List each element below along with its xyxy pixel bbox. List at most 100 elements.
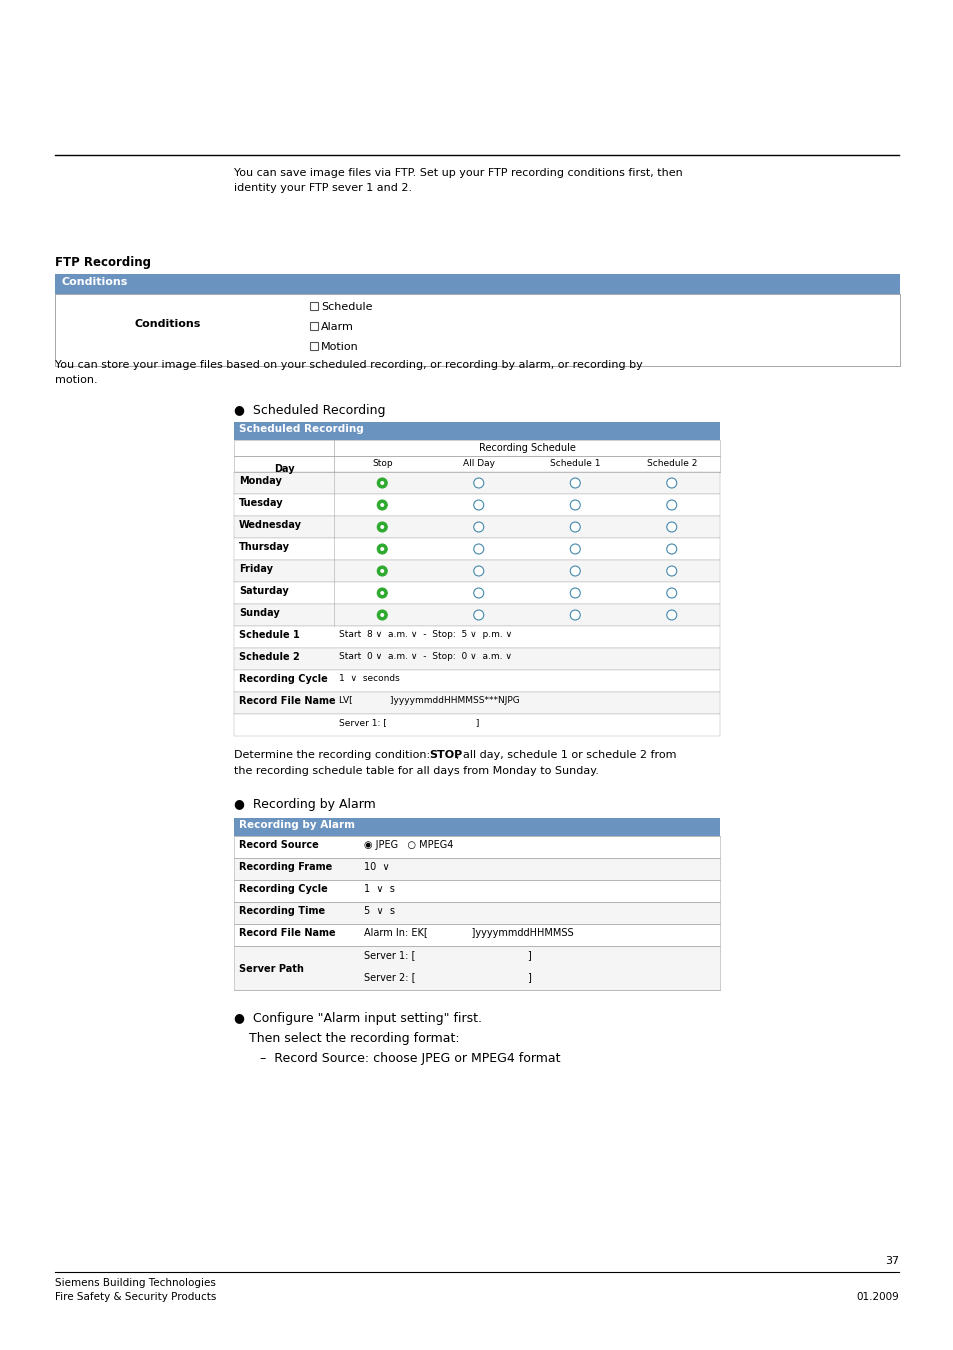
Text: Schedule 1: Schedule 1 (239, 630, 299, 640)
Text: ●  Recording by Alarm: ● Recording by Alarm (233, 798, 375, 811)
Circle shape (376, 544, 387, 554)
Text: ●  Scheduled Recording: ● Scheduled Recording (233, 404, 385, 417)
Text: 10  ∨: 10 ∨ (364, 863, 389, 872)
Text: 01.2009: 01.2009 (856, 1292, 898, 1301)
Text: , all day, schedule 1 or schedule 2 from: , all day, schedule 1 or schedule 2 from (456, 751, 676, 760)
Circle shape (570, 589, 579, 598)
Circle shape (380, 525, 384, 529)
Circle shape (570, 522, 579, 532)
Text: Schedule 2: Schedule 2 (646, 459, 697, 468)
Text: Determine the recording condition:: Determine the recording condition: (233, 751, 434, 760)
Text: Tuesday: Tuesday (239, 498, 283, 508)
Text: the recording schedule table for all days from Monday to Sunday.: the recording schedule table for all day… (233, 765, 598, 776)
Bar (233, 423, 720, 440)
Text: Recording Cycle: Recording Cycle (239, 674, 328, 684)
Bar (233, 902, 720, 923)
Circle shape (380, 613, 384, 617)
Text: Scheduled Recording: Scheduled Recording (239, 424, 363, 433)
Circle shape (474, 478, 483, 487)
Text: Monday: Monday (239, 477, 281, 486)
Bar (233, 880, 720, 902)
Circle shape (376, 610, 387, 620)
Bar (233, 923, 720, 946)
Text: Stop: Stop (372, 459, 392, 468)
Text: 1  ∨  seconds: 1 ∨ seconds (338, 674, 399, 683)
Text: Conditions: Conditions (135, 319, 201, 329)
Bar (233, 603, 720, 626)
Text: Motion: Motion (320, 342, 358, 352)
Bar (233, 440, 720, 456)
Circle shape (666, 478, 676, 487)
Circle shape (474, 500, 483, 510)
Text: Alarm: Alarm (320, 323, 354, 332)
Circle shape (376, 478, 387, 487)
Text: Siemens Building Technologies: Siemens Building Technologies (55, 1278, 215, 1288)
Bar (233, 456, 720, 472)
Bar (233, 648, 720, 670)
Text: Thursday: Thursday (239, 541, 290, 552)
Bar (233, 494, 720, 516)
Circle shape (380, 591, 384, 595)
Circle shape (474, 566, 483, 576)
Bar (310, 302, 317, 311)
Circle shape (376, 500, 387, 510)
Text: Recording by Alarm: Recording by Alarm (239, 819, 355, 830)
Text: Schedule 2: Schedule 2 (239, 652, 299, 662)
Text: Schedule 1: Schedule 1 (550, 459, 599, 468)
Text: Recording Frame: Recording Frame (239, 863, 332, 872)
Bar (233, 836, 720, 859)
Circle shape (666, 589, 676, 598)
Text: Record File Name: Record File Name (239, 927, 335, 938)
Text: Alarm In: EK[              ]yyyymmddHHMMSS: Alarm In: EK[ ]yyyymmddHHMMSS (364, 927, 573, 938)
Bar (233, 582, 720, 603)
Bar (233, 818, 720, 836)
Text: Friday: Friday (239, 564, 273, 574)
Bar (55, 294, 899, 366)
Text: ●  Configure "Alarm input setting" first.: ● Configure "Alarm input setting" first. (233, 1012, 481, 1025)
Text: Schedule: Schedule (320, 302, 372, 312)
Text: Fire Safety & Security Products: Fire Safety & Security Products (55, 1292, 216, 1301)
Text: Recording Schedule: Recording Schedule (478, 443, 575, 454)
Text: Start  8 ∨  a.m. ∨  -  Stop:  5 ∨  p.m. ∨: Start 8 ∨ a.m. ∨ - Stop: 5 ∨ p.m. ∨ (338, 630, 512, 639)
Text: Server 1: [                               ]: Server 1: [ ] (338, 718, 478, 728)
Bar (233, 472, 720, 494)
Text: Record Source: Record Source (239, 840, 318, 850)
Text: LV[             ]yyyymmddHHMMSS***NJPG: LV[ ]yyyymmddHHMMSS***NJPG (338, 697, 519, 705)
Text: Recording Time: Recording Time (239, 906, 325, 917)
Text: All Day: All Day (462, 459, 495, 468)
Bar (55, 274, 899, 294)
Text: 37: 37 (884, 1256, 898, 1266)
Circle shape (570, 610, 579, 620)
Circle shape (570, 544, 579, 554)
Text: Conditions: Conditions (62, 277, 129, 288)
Circle shape (380, 547, 384, 551)
Text: motion.: motion. (55, 375, 97, 385)
Circle shape (474, 522, 483, 532)
Circle shape (666, 500, 676, 510)
Text: Saturday: Saturday (239, 586, 289, 595)
Bar (310, 342, 317, 350)
Text: Day: Day (274, 464, 294, 474)
Bar (233, 670, 720, 693)
Text: Start  0 ∨  a.m. ∨  -  Stop:  0 ∨  a.m. ∨: Start 0 ∨ a.m. ∨ - Stop: 0 ∨ a.m. ∨ (338, 652, 512, 662)
Circle shape (474, 610, 483, 620)
Circle shape (570, 478, 579, 487)
Text: 5  ∨  s: 5 ∨ s (364, 906, 395, 917)
Text: You can save image files via FTP. Set up your FTP recording conditions first, th: You can save image files via FTP. Set up… (233, 167, 682, 178)
Text: You can store your image files based on your scheduled recording, or recording b: You can store your image files based on … (55, 360, 642, 370)
Text: ◉ JPEG   ○ MPEG4: ◉ JPEG ○ MPEG4 (364, 840, 453, 850)
Text: 1  ∨  s: 1 ∨ s (364, 884, 395, 894)
Circle shape (380, 568, 384, 572)
Text: identity your FTP sever 1 and 2.: identity your FTP sever 1 and 2. (233, 184, 412, 193)
Circle shape (380, 504, 384, 508)
Text: Wednesday: Wednesday (239, 520, 302, 531)
Circle shape (380, 481, 384, 485)
Bar (233, 859, 720, 880)
Circle shape (570, 500, 579, 510)
Bar (233, 714, 720, 736)
Text: Server Path: Server Path (239, 964, 304, 973)
Circle shape (666, 544, 676, 554)
Text: Server 2: [                                    ]: Server 2: [ ] (364, 972, 532, 981)
Bar (233, 626, 720, 648)
Circle shape (376, 566, 387, 576)
